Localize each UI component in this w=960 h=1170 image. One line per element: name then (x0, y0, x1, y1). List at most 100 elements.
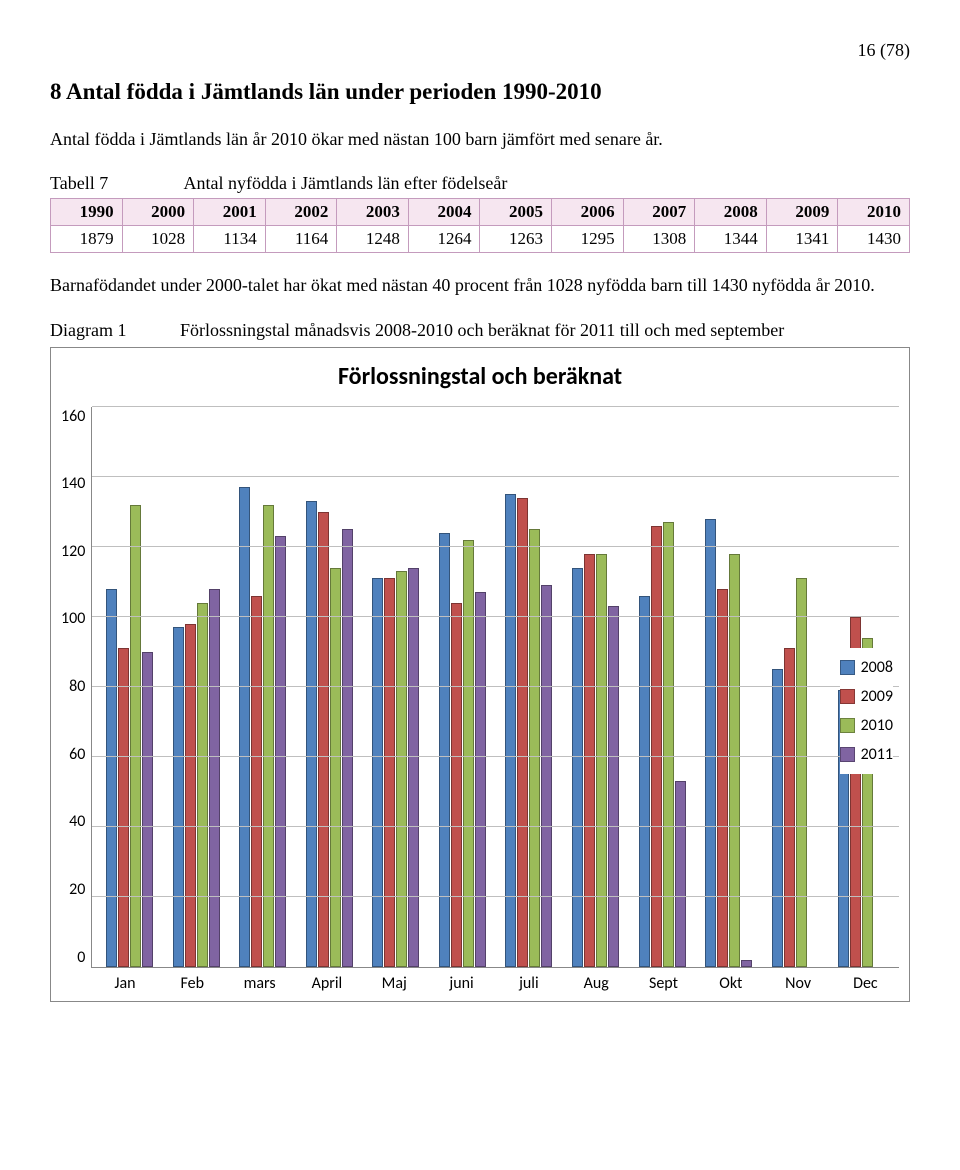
legend-swatch (840, 660, 855, 675)
table-header-cell: 2007 (623, 199, 695, 226)
bar (173, 627, 184, 967)
table-caption: Antal nyfödda i Jämtlands län efter föde… (184, 173, 508, 193)
legend-item: 2008 (840, 658, 893, 677)
y-tick-label: 160 (61, 407, 85, 426)
page-number: 16 (78) (50, 40, 910, 61)
x-tick-label: April (293, 974, 360, 993)
diagram-caption: Förlossningstal månadsvis 2008-2010 och … (180, 320, 910, 341)
bar (209, 589, 220, 967)
bar (529, 529, 540, 967)
table-header-cell: 2002 (265, 199, 337, 226)
bar (106, 589, 117, 967)
bar-group (695, 519, 762, 967)
table-caption-row: Tabell 7 Antal nyfödda i Jämtlands län e… (50, 173, 910, 194)
bar (318, 512, 329, 967)
bar (263, 505, 274, 967)
table-cell: 1248 (337, 226, 409, 253)
table-row: 1879102811341164124812641263129513081344… (51, 226, 910, 253)
bar (451, 603, 462, 967)
bar (463, 540, 474, 967)
y-tick-label: 60 (69, 745, 85, 764)
bar-group (163, 589, 230, 967)
bar (608, 606, 619, 967)
bar (130, 505, 141, 967)
bar (784, 648, 795, 967)
x-tick-label: Dec (832, 974, 899, 993)
bar (118, 648, 129, 967)
table-header-cell: 2005 (480, 199, 552, 226)
bar (275, 536, 286, 967)
bar-group (762, 578, 829, 967)
table-header-cell: 1990 (51, 199, 123, 226)
table-header-cell: 2010 (838, 199, 910, 226)
bar (396, 571, 407, 967)
x-tick-label: Maj (361, 974, 428, 993)
bar (639, 596, 650, 967)
x-tick-label: Feb (159, 974, 226, 993)
table-label: Tabell 7 (50, 173, 180, 194)
bar (306, 501, 317, 967)
bar (197, 603, 208, 967)
table-header-cell: 2003 (337, 199, 409, 226)
bar (384, 578, 395, 967)
plot-wrap: JanFebmarsAprilMajjunijuliAugSeptOktNovD… (91, 407, 899, 993)
table-header-cell: 2009 (766, 199, 838, 226)
gridline (92, 406, 899, 407)
table-cell: 1308 (623, 226, 695, 253)
table-cell: 1341 (766, 226, 838, 253)
chart-container: Förlossningstal och beräknat 16014012010… (50, 347, 910, 1002)
bar (475, 592, 486, 967)
legend-item: 2011 (840, 745, 893, 764)
bars-row (92, 407, 899, 967)
gridline (92, 616, 899, 617)
table-cell: 1264 (408, 226, 480, 253)
legend-label: 2008 (861, 658, 893, 677)
table-header-cell: 2000 (122, 199, 194, 226)
table-block: Tabell 7 Antal nyfödda i Jämtlands län e… (50, 173, 910, 253)
table-cell: 1263 (480, 226, 552, 253)
bar (796, 578, 807, 967)
bar (717, 589, 728, 967)
x-tick-label: juli (495, 974, 562, 993)
y-tick-label: 140 (61, 474, 85, 493)
x-tick-label: Nov (764, 974, 831, 993)
bar-group (296, 501, 363, 967)
plot-area (91, 407, 899, 968)
legend-swatch (840, 718, 855, 733)
gridline (92, 546, 899, 547)
table-cell: 1164 (265, 226, 337, 253)
bar (439, 533, 450, 967)
table-cell: 1134 (194, 226, 266, 253)
y-tick-label: 40 (69, 812, 85, 831)
x-tick-label: Jan (91, 974, 158, 993)
y-tick-label: 0 (77, 948, 85, 967)
y-tick-label: 80 (69, 677, 85, 696)
legend-label: 2011 (861, 745, 893, 764)
legend-item: 2010 (840, 716, 893, 735)
bar (651, 526, 662, 967)
y-tick-label: 120 (61, 542, 85, 561)
y-axis: 160140120100806040200 (61, 407, 91, 967)
table-cell: 1879 (51, 226, 123, 253)
gridline (92, 686, 899, 687)
gridline (92, 826, 899, 827)
legend-label: 2009 (861, 687, 893, 706)
bar (408, 568, 419, 967)
legend-swatch (840, 689, 855, 704)
x-axis: JanFebmarsAprilMajjunijuliAugSeptOktNovD… (91, 968, 899, 993)
gridline (92, 896, 899, 897)
chart-body: 160140120100806040200 JanFebmarsAprilMaj… (61, 407, 899, 993)
legend-label: 2010 (861, 716, 893, 735)
legend-swatch (840, 747, 855, 762)
bar-group (629, 522, 696, 967)
bar (251, 596, 262, 967)
gridline (92, 756, 899, 757)
births-table: 1990200020012002200320042005200620072008… (50, 198, 910, 253)
legend-item: 2009 (840, 687, 893, 706)
bar (142, 652, 153, 967)
bar (342, 529, 353, 967)
bar (330, 568, 341, 967)
table-header-cell: 2001 (194, 199, 266, 226)
diagram-caption-row: Diagram 1 Förlossningstal månadsvis 2008… (50, 320, 910, 341)
table-header-row: 1990200020012002200320042005200620072008… (51, 199, 910, 226)
